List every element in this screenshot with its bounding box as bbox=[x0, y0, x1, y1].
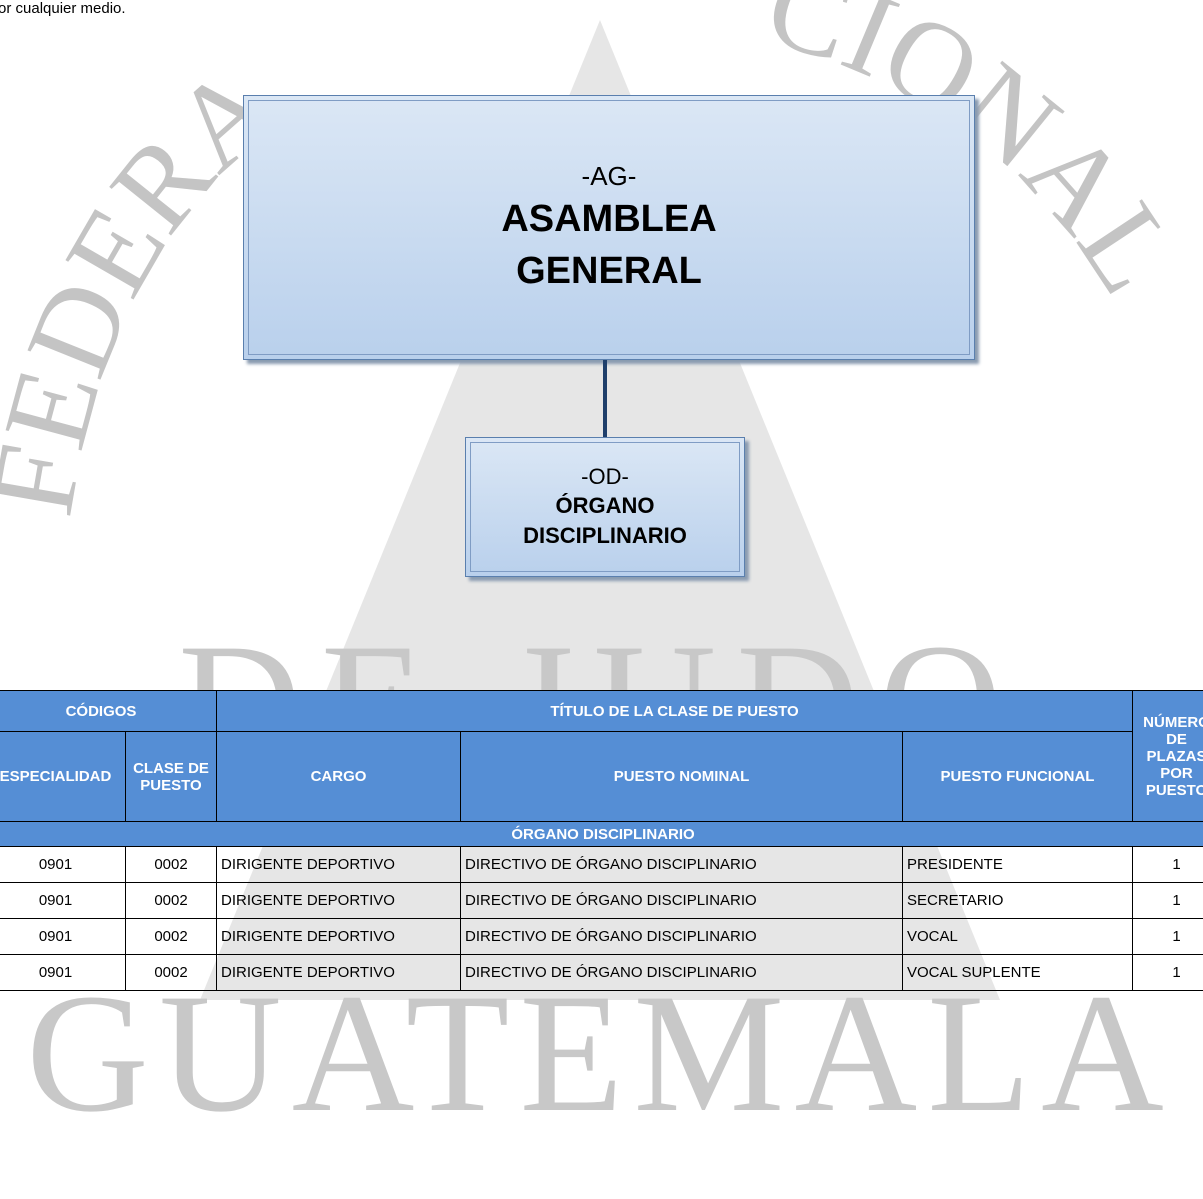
node-label: ASAMBLEA GENERAL bbox=[501, 197, 717, 292]
table-cell: 0901 bbox=[0, 882, 126, 919]
positions-table: CÓDIGOS TÍTULO DE LA CLASE DE PUESTO NÚM… bbox=[0, 690, 1203, 991]
table-cell: DIRIGENTE DEPORTIVO bbox=[216, 954, 461, 991]
node-code: -OD- bbox=[581, 464, 629, 489]
table-cell: DIRECTIVO DE ÓRGANO DISCIPLINARIO bbox=[460, 846, 903, 883]
node-code: -AG- bbox=[581, 160, 637, 191]
table-row: 0901 0002 DIRIGENTE DEPORTIVO DIRECTIVO DE … bbox=[0, 918, 1203, 955]
column-header: CARGO bbox=[216, 731, 461, 822]
section-header: ÓRGANO DISCIPLINARIO bbox=[0, 821, 1203, 847]
table-body: 0901 0002 DIRIGENTE DEPORTIVO DIRECTIVO DE … bbox=[0, 846, 1203, 991]
table-cell: 0901 bbox=[0, 846, 126, 883]
column-header: PUESTO NOMINAL bbox=[460, 731, 903, 822]
table-cell: PRESIDENTE bbox=[901, 846, 1134, 883]
table-cell: VOCAL SUPLENTE bbox=[901, 954, 1134, 991]
group-header: NÚMERO DE PLAZAS POR PUESTO bbox=[1132, 690, 1203, 822]
column-header: CLASE DE PUESTO bbox=[125, 731, 217, 822]
column-header: PUESTO FUNCIONAL bbox=[901, 731, 1134, 822]
table-cell: 1 bbox=[1132, 954, 1203, 991]
table-cell: VOCAL bbox=[901, 918, 1134, 955]
table-cell: 0901 bbox=[0, 954, 126, 991]
node-label: ÓRGANO DISCIPLINARIO bbox=[523, 493, 687, 548]
table-cell: SECRETARIO bbox=[901, 882, 1134, 919]
org-node: -AG- ASAMBLEA GENERAL bbox=[243, 95, 975, 360]
column-header: ESPECIALIDAD bbox=[0, 731, 126, 822]
table-cell: DIRECTIVO DE ÓRGANO DISCIPLINARIO bbox=[460, 918, 903, 955]
connector bbox=[603, 360, 607, 437]
table-cell: 0002 bbox=[125, 882, 217, 919]
header-note: or cualquier medio. bbox=[0, 0, 126, 17]
group-header: CÓDIGOS bbox=[0, 690, 217, 732]
table-cell: 1 bbox=[1132, 846, 1203, 883]
table-cell: DIRECTIVO DE ÓRGANO DISCIPLINARIO bbox=[460, 954, 903, 991]
table-cell: DIRIGENTE DEPORTIVO bbox=[216, 882, 461, 919]
group-header: TÍTULO DE LA CLASE DE PUESTO bbox=[215, 690, 1134, 732]
table-row: 0901 0002 DIRIGENTE DEPORTIVO DIRECTIVO DE … bbox=[0, 882, 1203, 919]
table-cell: 0002 bbox=[125, 918, 217, 955]
table-cell: 1 bbox=[1132, 918, 1203, 955]
table-row: 0901 0002 DIRIGENTE DEPORTIVO DIRECTIVO DE … bbox=[0, 954, 1203, 991]
table-row: 0901 0002 DIRIGENTE DEPORTIVO DIRECTIVO DE … bbox=[0, 846, 1203, 883]
table-cell: 0002 bbox=[125, 846, 217, 883]
table-cell: 1 bbox=[1132, 882, 1203, 919]
table-cell: DIRIGENTE DEPORTIVO bbox=[216, 918, 461, 955]
table-cell: DIRECTIVO DE ÓRGANO DISCIPLINARIO bbox=[460, 882, 903, 919]
table-cell: 0002 bbox=[125, 954, 217, 991]
table-cell: DIRIGENTE DEPORTIVO bbox=[216, 846, 461, 883]
org-node: -OD- ÓRGANO DISCIPLINARIO bbox=[465, 437, 745, 577]
table-cell: 0901 bbox=[0, 918, 126, 955]
